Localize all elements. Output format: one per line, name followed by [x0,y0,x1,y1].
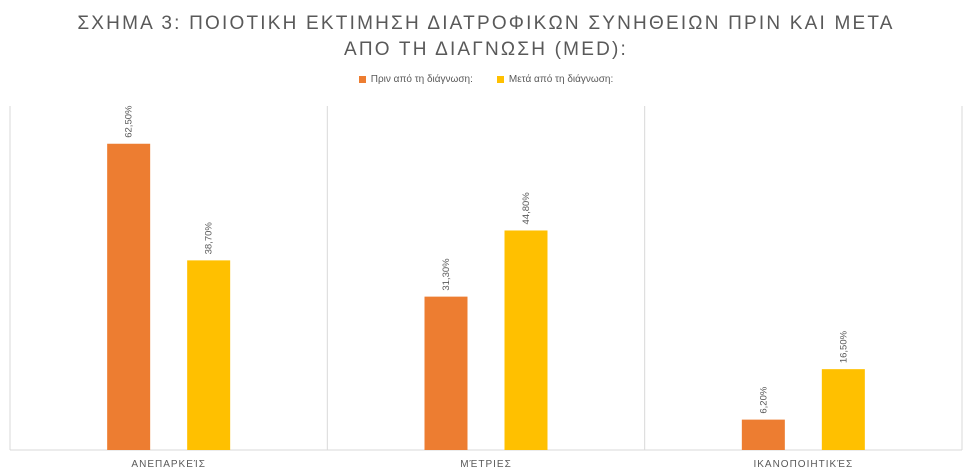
chart-title-line-2: ΑΠΟ ΤΗ ΔΙΑΓΝΩΣΗ (MED): [344,39,628,60]
legend-item-after: Μετά από τη διάγνωση: [496,74,614,85]
data-label: 62,50% [124,105,135,138]
legend-item-before: Πριν από τη διάγνωση: [358,74,473,85]
x-tick-label: ΑΝΕΠΑΡΚΕΊΣ [131,459,205,470]
legend-swatch-after [496,76,504,83]
data-label: 6,20% [758,386,769,413]
bar-after [187,260,231,450]
bar-before [107,143,151,450]
x-tick-label: ΙΚΑΝΟΠΟΙΗΤΙΚΈΣ [753,459,853,470]
data-label: 31,30% [441,258,452,291]
bar-before [741,419,785,450]
data-label: 16,50% [838,330,849,363]
legend: Πριν από τη διάγνωση: Μετά από τη διάγνω… [0,74,972,85]
chart-title-line-1: ΣΧΗΜΑ 3: ΠΟΙΟΤΙΚΗ ΕΚΤΙΜΗΣΗ ΔΙΑΤΡΟΦΙΚΩΝ Σ… [77,13,895,34]
bar-before [424,296,468,450]
legend-swatch-before [358,76,366,83]
legend-label-after: Μετά από τη διάγνωση: [508,74,614,85]
bar-after [821,369,865,450]
bar-after [504,230,548,450]
data-label: 44,80% [521,192,532,225]
x-tick-label: ΜΈΤΡΙΕΣ [460,459,512,470]
legend-label-before: Πριν από τη διάγνωση: [370,74,473,85]
data-label: 38,70% [204,222,215,255]
